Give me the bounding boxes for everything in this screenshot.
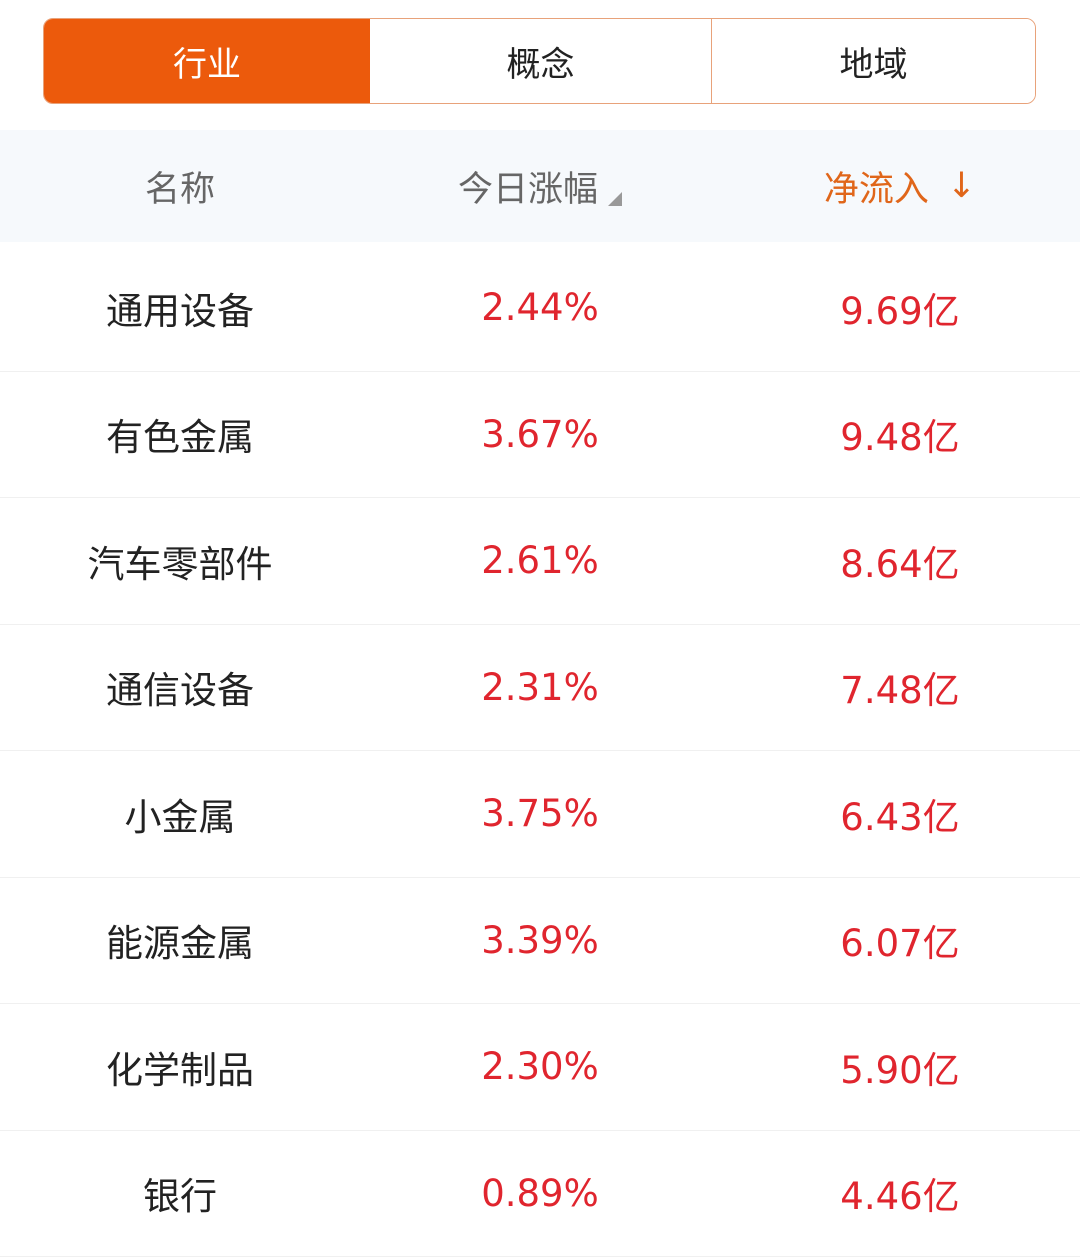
- sector-change: 2.44%: [360, 245, 720, 371]
- sort-down-arrow-icon: ↓: [947, 166, 976, 206]
- tab-region[interactable]: 地域: [712, 19, 1035, 103]
- table-row[interactable]: 通用设备 2.44% 9.69亿: [0, 245, 1080, 372]
- tab-industry[interactable]: 行业: [44, 19, 370, 103]
- sector-name: 汽车零部件: [0, 498, 360, 624]
- sector-name: 小金属: [0, 751, 360, 877]
- sector-list: 通用设备 2.44% 9.69亿有色金属 3.67% 9.48亿汽车零部件 2.…: [0, 245, 1080, 1257]
- header-inflow-label: 净流入: [824, 161, 929, 212]
- sector-inflow: 9.69亿: [720, 245, 1080, 371]
- sector-name: 能源金属: [0, 878, 360, 1004]
- sector-change: 2.30%: [360, 1004, 720, 1130]
- sector-change: 3.67%: [360, 372, 720, 498]
- sector-change: 2.61%: [360, 498, 720, 624]
- sector-inflow: 4.46亿: [720, 1131, 1080, 1257]
- sector-inflow: 7.48亿: [720, 625, 1080, 751]
- sector-name: 通信设备: [0, 625, 360, 751]
- sector-inflow: 9.48亿: [720, 372, 1080, 498]
- sector-name: 化学制品: [0, 1004, 360, 1130]
- sector-change: 2.31%: [360, 625, 720, 751]
- table-header: 名称 今日涨幅 净流入 ↓: [0, 130, 1080, 242]
- table-row[interactable]: 小金属 3.75% 6.43亿: [0, 751, 1080, 878]
- tab-concept[interactable]: 概念: [370, 19, 712, 103]
- table-row[interactable]: 汽车零部件 2.61% 8.64亿: [0, 498, 1080, 625]
- header-inflow-sort[interactable]: 净流入 ↓: [720, 130, 1080, 242]
- sector-inflow: 8.64亿: [720, 498, 1080, 624]
- table-row[interactable]: 通信设备 2.31% 7.48亿: [0, 625, 1080, 752]
- sector-change: 3.75%: [360, 751, 720, 877]
- table-row[interactable]: 能源金属 3.39% 6.07亿: [0, 878, 1080, 1005]
- header-name: 名称: [0, 130, 360, 242]
- header-name-label: 名称: [145, 161, 215, 212]
- header-change-label: 今日涨幅: [458, 161, 598, 212]
- sector-change: 0.89%: [360, 1131, 720, 1257]
- sector-inflow: 6.07亿: [720, 878, 1080, 1004]
- sort-triangle-icon: [608, 192, 622, 206]
- category-tabs: 行业 概念 地域: [43, 18, 1036, 104]
- sector-change: 3.39%: [360, 878, 720, 1004]
- header-change-sort[interactable]: 今日涨幅: [360, 130, 720, 242]
- sector-name: 有色金属: [0, 372, 360, 498]
- table-row[interactable]: 银行 0.89% 4.46亿: [0, 1131, 1080, 1257]
- sector-name: 银行: [0, 1131, 360, 1257]
- table-row[interactable]: 化学制品 2.30% 5.90亿: [0, 1004, 1080, 1131]
- sector-name: 通用设备: [0, 245, 360, 371]
- sector-inflow: 5.90亿: [720, 1004, 1080, 1130]
- table-row[interactable]: 有色金属 3.67% 9.48亿: [0, 372, 1080, 499]
- sector-inflow: 6.43亿: [720, 751, 1080, 877]
